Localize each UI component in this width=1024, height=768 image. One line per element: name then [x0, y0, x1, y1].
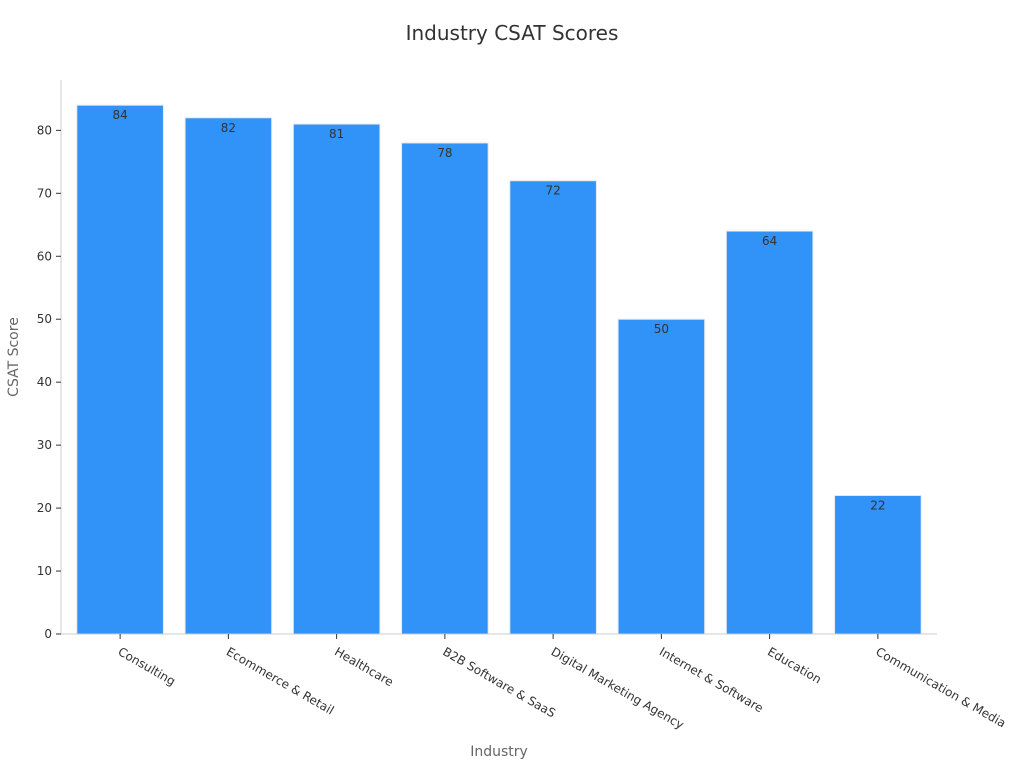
data-label: 64	[762, 234, 777, 248]
data-label: 72	[545, 184, 560, 198]
y-tick-label: 20	[37, 501, 52, 515]
x-tick-label: Communication & Media	[873, 644, 1008, 730]
y-tick-label: 0	[44, 627, 52, 641]
bar	[292, 123, 381, 635]
bar	[834, 495, 922, 635]
data-label: 78	[437, 146, 452, 160]
bars-layer	[76, 104, 922, 635]
axes-layer	[60, 80, 937, 635]
bar	[401, 142, 489, 635]
x-tick-label: Healthcare	[332, 644, 396, 689]
x-tick-label: Consulting	[116, 644, 178, 688]
y-tick-label: 30	[37, 438, 52, 452]
bar	[184, 117, 273, 635]
data-label: 82	[221, 121, 236, 135]
x-tick-label: Education	[765, 644, 824, 686]
y-tick-label: 80	[37, 123, 52, 137]
data-label: 84	[112, 108, 127, 122]
bar	[617, 318, 706, 635]
x-axis-label: Industry	[470, 744, 528, 760]
bar	[76, 104, 164, 635]
data-label: 22	[870, 499, 885, 513]
y-tick-label: 70	[37, 186, 52, 200]
y-tick-label: 60	[37, 249, 52, 263]
y-tick-label: 10	[37, 564, 52, 578]
bar	[509, 180, 597, 635]
bar	[725, 230, 814, 635]
data-label: 50	[654, 322, 669, 336]
y-ticks-layer: 0 10 20 30 40 50 60 70 80	[37, 123, 61, 641]
x-tick-label: B2B Software & SaaS	[440, 644, 558, 720]
y-tick-label: 50	[37, 312, 52, 326]
data-label: 81	[329, 127, 344, 141]
y-axis-label: CSAT Score	[6, 317, 22, 397]
y-tick-label: 40	[37, 375, 52, 389]
chart-title: Industry CSAT Scores	[406, 21, 619, 45]
x-tick-label: Internet & Software	[657, 644, 766, 715]
x-tick-label: Ecommerce & Retail	[224, 644, 337, 717]
data-labels-layer: 84 82 81 78 72 50 64 22	[112, 108, 885, 512]
